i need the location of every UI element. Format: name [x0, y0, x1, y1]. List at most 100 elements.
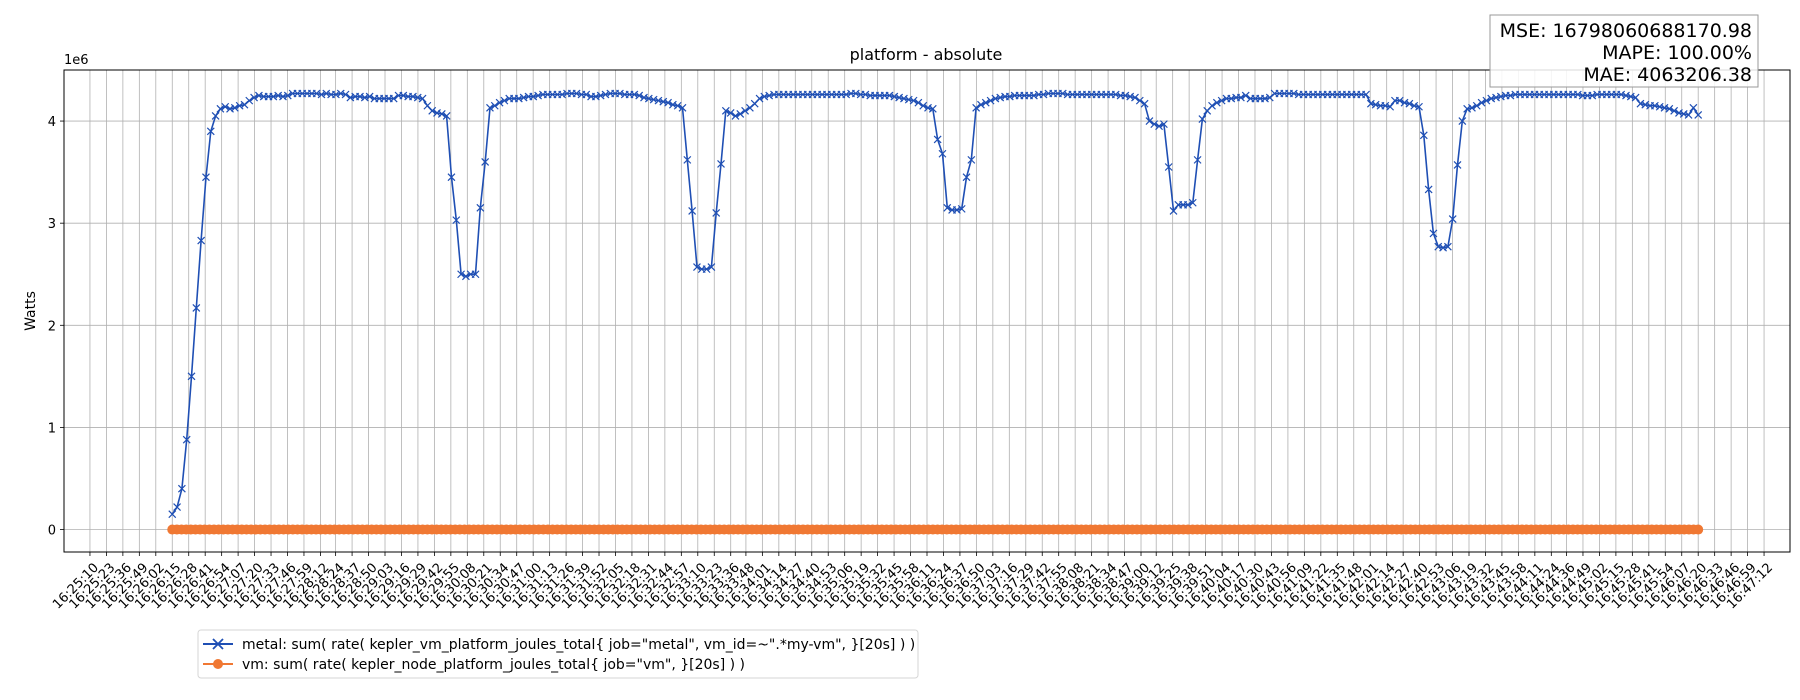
data-point: [664, 98, 672, 107]
data-point: [452, 216, 461, 225]
data-point: [1650, 101, 1659, 110]
data-point: [192, 304, 201, 312]
data-point: [933, 135, 942, 144]
data-point: [683, 155, 692, 164]
data-point: [399, 91, 408, 100]
data-point: [1150, 120, 1159, 129]
data-point: [924, 103, 932, 112]
data-point: [206, 127, 215, 136]
data-point: [197, 236, 206, 245]
data-point: [279, 92, 287, 101]
data-point: [409, 92, 417, 101]
legend-metal-marker-icon: [212, 638, 224, 650]
data-point: [1261, 94, 1269, 103]
data-point: [211, 112, 220, 120]
data-point: [644, 94, 653, 103]
y-tick-label: 1: [48, 421, 56, 436]
data-point: [977, 100, 985, 109]
data-point: [486, 103, 494, 112]
data-point: [572, 89, 581, 98]
data-point: [654, 96, 663, 105]
stats-box: MSE: 16798060688170.98 MAPE: 100.00% MAE…: [1489, 14, 1759, 88]
stats-box-frame: [1489, 14, 1759, 88]
data-point: [442, 112, 451, 120]
data-point: [177, 484, 186, 493]
data-point: [1386, 102, 1395, 111]
data-point: [461, 272, 470, 281]
data-point: [495, 98, 504, 107]
data-point: [1573, 90, 1582, 99]
y-tick-label: 3: [48, 217, 56, 232]
data-point: [1366, 99, 1375, 108]
data-point: [678, 103, 687, 112]
data-point: [1429, 229, 1438, 238]
data-point: [1227, 94, 1236, 103]
data-point: [245, 96, 254, 105]
data-point: [529, 92, 538, 101]
data-point: [736, 109, 745, 118]
data-point: [895, 93, 904, 102]
data-point: [1492, 93, 1500, 102]
data-point: [616, 89, 624, 98]
data-point: [668, 100, 677, 109]
series-layer: [167, 89, 1704, 535]
data-point: [1289, 89, 1298, 98]
data-point: [890, 92, 899, 101]
data-point: [962, 173, 971, 182]
data-point: [1217, 96, 1226, 105]
data-point: [1039, 90, 1048, 99]
data-point: [938, 149, 947, 158]
x-axis: 16:25:1016:25:2316:25:3616:25:4916:26:02…: [50, 552, 1776, 612]
data-point: [952, 205, 961, 214]
data-point: [356, 92, 364, 101]
data-point: [481, 157, 490, 166]
data-point: [640, 93, 648, 102]
data-point: [1694, 111, 1703, 119]
data-point: [1169, 206, 1178, 215]
data-point: [500, 96, 509, 105]
data-point: [914, 98, 923, 107]
data-point: [765, 91, 774, 100]
data-point: [317, 90, 326, 99]
data-point: [1675, 108, 1683, 117]
data-point: [1453, 161, 1462, 169]
data-point: [1400, 98, 1409, 107]
data-point: [851, 89, 860, 98]
data-point: [1641, 100, 1650, 109]
data-point: [182, 435, 191, 444]
data-point: [1236, 93, 1245, 102]
data-point: [274, 91, 283, 100]
data-point: [1212, 98, 1221, 107]
legend-frame: [197, 629, 919, 679]
data-point: [471, 270, 480, 279]
data-point: [1665, 104, 1674, 113]
data-point: [1506, 91, 1515, 100]
data-point: [591, 92, 600, 101]
data-point: [457, 270, 466, 279]
data-point: [928, 104, 937, 113]
data-point: [235, 101, 244, 110]
data-point: [1463, 104, 1472, 113]
legend: metal: sum( rate( kepler_vm_platform_jou…: [197, 629, 919, 679]
data-point: [168, 510, 177, 519]
data-point: [731, 112, 740, 120]
data-point: [1029, 91, 1038, 100]
data-point: [428, 106, 437, 115]
data-point: [659, 97, 668, 106]
data-point: [1482, 96, 1491, 105]
data-point: [1362, 90, 1370, 99]
data-point: [173, 503, 181, 511]
data-point: [322, 89, 331, 98]
data-point: [202, 173, 210, 182]
data-point: [1371, 100, 1380, 109]
data-point: [1131, 93, 1139, 102]
data-point: [601, 90, 610, 99]
data-point: [673, 101, 682, 110]
data-point: [490, 101, 499, 110]
data-point: [1005, 92, 1014, 101]
data-point: [534, 91, 543, 100]
data-point: [1458, 117, 1467, 125]
data-point: [1381, 101, 1390, 110]
data-point: [1126, 92, 1135, 101]
